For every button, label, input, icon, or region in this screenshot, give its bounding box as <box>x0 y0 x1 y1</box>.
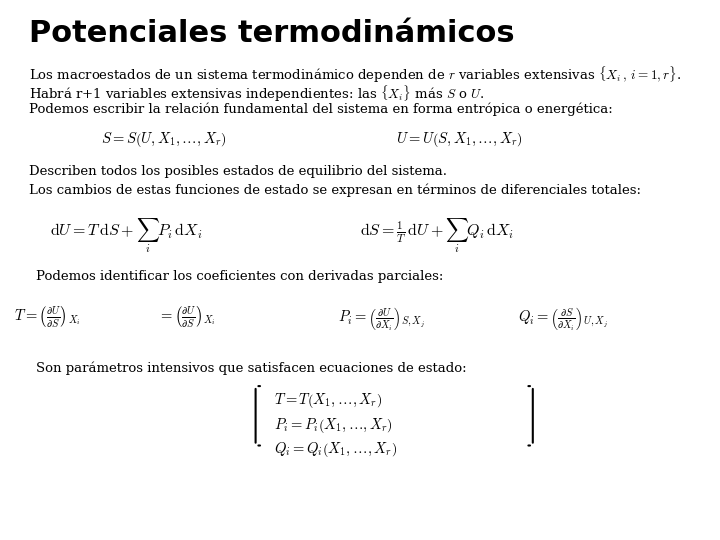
Text: $P_i = P_i\left(X_1,\ldots, X_r\right)$: $P_i = P_i\left(X_1,\ldots, X_r\right)$ <box>274 416 392 435</box>
Text: Podemos identificar los coeficientes con derivadas parciales:: Podemos identificar los coeficientes con… <box>36 270 444 283</box>
Text: Describen todos los posibles estados de equilibrio del sistema.: Describen todos los posibles estados de … <box>29 165 447 178</box>
Text: Son parámetros intensivos que satisfacen ecuaciones de estado:: Son parámetros intensivos que satisfacen… <box>36 362 467 375</box>
Text: $Q_i = Q_i\left(X_1,\ldots, X_r\right)$: $Q_i = Q_i\left(X_1,\ldots, X_r\right)$ <box>274 440 397 459</box>
Text: $\mathrm{d}U = T\,\mathrm{d}S + \sum_i P_i\,\mathrm{d}X_i$: $\mathrm{d}U = T\,\mathrm{d}S + \sum_i P… <box>50 216 203 255</box>
Text: $\mathrm{d}S = \frac{1}{T}\,\mathrm{d}U + \sum_i Q_i\,\mathrm{d}X_i$: $\mathrm{d}S = \frac{1}{T}\,\mathrm{d}U … <box>360 216 514 255</box>
Text: Los cambios de estas funciones de estado se expresan en términos de diferenciale: Los cambios de estas funciones de estado… <box>29 184 641 197</box>
Text: $T = \left(\frac{\partial U}{\partial S}\right)_{X_i}$: $T = \left(\frac{\partial U}{\partial S}… <box>14 305 81 330</box>
Text: $= \left(\frac{\partial U}{\partial S}\right)_{X_i}$: $= \left(\frac{\partial U}{\partial S}\r… <box>158 305 217 330</box>
Text: $T = T\left(X_1,\ldots, X_r\right)$: $T = T\left(X_1,\ldots, X_r\right)$ <box>274 392 382 410</box>
Text: Podemos escribir la relación fundamental del sistema en forma entrópica o energé: Podemos escribir la relación fundamental… <box>29 103 613 116</box>
Text: $U = U\left(S, X_1, \ldots, X_r\right)$: $U = U\left(S, X_1, \ldots, X_r\right)$ <box>396 130 523 148</box>
Text: $Q_i = \left(\frac{\partial S}{\partial X_i}\right)_{U,X_j}$: $Q_i = \left(\frac{\partial S}{\partial … <box>518 305 608 332</box>
Text: Habrá r+1 variables extensivas independientes: las $\{X_i\}$ más $S$ o $U$.: Habrá r+1 variables extensivas independi… <box>29 84 485 104</box>
Text: Potenciales termodinámicos: Potenciales termodinámicos <box>29 19 514 48</box>
Text: $S = S\left(U, X_1, \ldots, X_r\right)$: $S = S\left(U, X_1, \ldots, X_r\right)$ <box>101 130 227 148</box>
Text: Los macroestados de un sistema termodinámico dependen de $r$ variables extensiva: Los macroestados de un sistema termodiná… <box>29 65 681 85</box>
Text: $P_i = \left(\frac{\partial U}{\partial X_i}\right)_{S,X_j}$: $P_i = \left(\frac{\partial U}{\partial … <box>338 305 426 332</box>
